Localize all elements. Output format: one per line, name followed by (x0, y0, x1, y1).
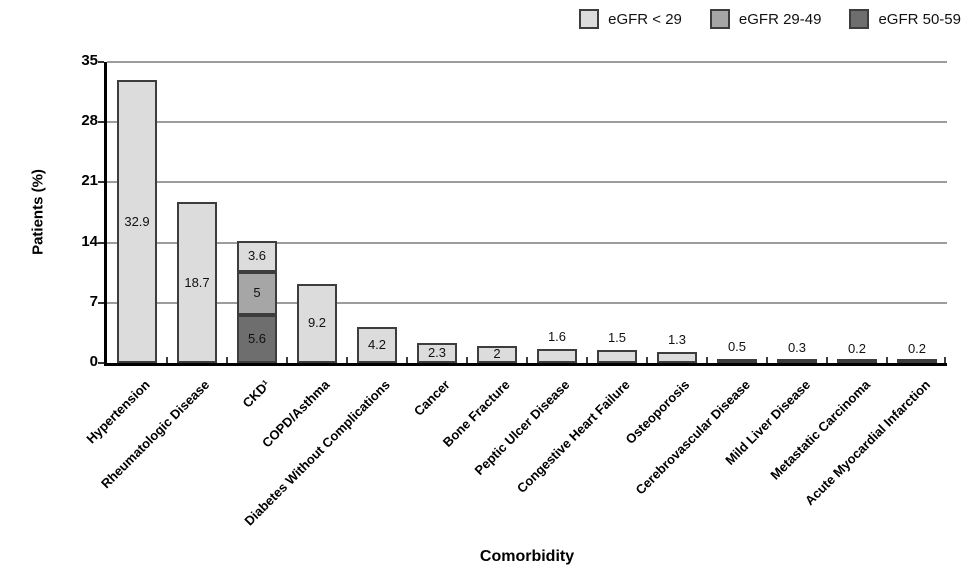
bar-value-label: 0.2 (907, 341, 927, 357)
y-axis-tick-7 (98, 301, 104, 304)
gridline-28 (107, 121, 947, 124)
y-tick-label-0: 0 (89, 353, 98, 370)
bar-diabetes-without-complications-segment-egfr-29 (357, 326, 397, 363)
bar-peptic-ulcer-disease-segment-egfr-29 (537, 349, 577, 363)
legend-swatch-egfr-29-49 (709, 9, 730, 29)
bar-value-label: 3.6 (247, 248, 267, 264)
plot-area: 32.9 18.7 5.6 5 3.6 9.2 4.2 2.3 2 1.6 1.5 1.3 0.5 0.3… (104, 61, 947, 366)
bar-value-label: 4.2 (367, 336, 387, 352)
bar-rheumatologic-disease-segment-egfr-29 (177, 202, 217, 363)
bar-cancer-segment-egfr-29 (417, 343, 457, 363)
y-tick-label-21: 21 (81, 172, 98, 190)
y-tick-label-14: 14 (81, 232, 98, 250)
x-axis-tick (466, 357, 468, 363)
bar-bone-fracture-segment-egfr-29 (477, 345, 517, 363)
x-axis-tick (406, 357, 408, 363)
bar-ckd-segment-egfr-50-59 (237, 314, 277, 363)
y-axis-tick-21 (98, 181, 104, 184)
x-category-label-cerebrovascular-disease: Cerebrovascular Disease (632, 377, 753, 498)
x-category-label-metastatic-carcinoma: Metastatic Carcinoma (766, 377, 873, 483)
y-axis-tick-35 (98, 61, 104, 63)
x-axis-tick (766, 357, 768, 363)
gridline-35 (107, 61, 947, 63)
bar-value-label: 0.5 (727, 338, 747, 354)
x-axis-tick (646, 357, 648, 363)
y-tick-label-35: 35 (81, 52, 98, 69)
x-axis-tick (286, 357, 288, 363)
y-axis-tick-14 (98, 241, 104, 244)
x-axis-tick (826, 357, 828, 363)
bar-value-label: 0.3 (787, 340, 807, 356)
x-category-label-rheumatologic-disease: Rheumatologic Disease (98, 377, 213, 492)
legend-label-egfr-29-49: eGFR 29-49 (738, 10, 822, 28)
y-tick-label-7: 7 (89, 292, 98, 310)
legend-label-egfr-50-59: eGFR 50-59 (878, 10, 961, 28)
bar-osteoporosis-segment-egfr-29 (657, 351, 697, 363)
bar-value-label: 1.3 (667, 331, 687, 347)
x-category-label-ckd: CKD¹ (239, 377, 273, 411)
x-axis-tick (166, 357, 168, 363)
bar-value-label: 5.6 (247, 330, 267, 346)
y-tick-label-28: 28 (81, 112, 98, 130)
bar-ckd-segment-egfr-29-49 (237, 271, 277, 315)
bar-acute-myocardial-infarction-segment-egfr-29 (897, 359, 937, 363)
bar-value-label: 32.9 (124, 213, 150, 229)
y-axis-tick-0 (98, 362, 104, 364)
legend-item-egfr-50-59: eGFR 50-59 (849, 9, 961, 29)
bar-value-label: 9.2 (307, 315, 327, 331)
bar-metastatic-carcinoma-segment-egfr-29 (837, 359, 877, 363)
bar-value-label: 1.6 (547, 329, 567, 345)
bar-value-label: 2 (493, 346, 501, 362)
legend-swatch-egfr-lt-29 (579, 9, 600, 29)
bar-mild-liver-disease-segment-egfr-29 (777, 359, 817, 363)
gridline-7 (107, 301, 947, 304)
bar-hypertension-segment-egfr-29 (117, 80, 157, 363)
legend: eGFR < 29 eGFR 29-49 eGFR 50-59 (579, 9, 961, 29)
bar-value-label: 0.2 (847, 341, 867, 357)
legend-item-egfr-29-49: eGFR 29-49 (709, 9, 822, 29)
bar-ckd-segment-egfr-29 (237, 240, 277, 272)
bar-copd-asthma-segment-egfr-29 (297, 283, 337, 363)
x-axis-tick (944, 357, 946, 363)
bar-value-label: 1.5 (607, 330, 627, 346)
gridline-14 (107, 241, 947, 244)
bar-cerebrovascular-disease-segment-egfr-29 (717, 358, 757, 363)
x-axis-tick (886, 357, 888, 363)
bar-value-label: 5 (253, 285, 261, 301)
x-axis-tick (346, 357, 348, 363)
x-axis-tick (226, 357, 228, 363)
x-category-label-acute-myocardial-infarction: Acute Myocardial Infarction (801, 377, 933, 509)
x-category-label-congestive-heart-failure: Congestive Heart Failure (513, 377, 633, 496)
bar-congestive-heart-failure-segment-egfr-29 (597, 350, 637, 363)
gridline-21 (107, 181, 947, 184)
y-axis-tick-28 (98, 121, 104, 124)
x-axis-title: Comorbidity (479, 548, 575, 565)
legend-label-egfr-lt-29: eGFR < 29 (608, 10, 682, 28)
x-category-label-cancer: Cancer (410, 377, 453, 419)
x-axis-tick (586, 357, 588, 363)
legend-item-egfr-lt-29: eGFR < 29 (579, 9, 682, 29)
legend-swatch-egfr-50-59 (849, 9, 870, 29)
bar-value-label: 18.7 (184, 274, 210, 290)
x-axis-tick (706, 357, 708, 363)
bar-value-label: 2.3 (427, 345, 447, 361)
x-axis-tick (526, 357, 528, 363)
